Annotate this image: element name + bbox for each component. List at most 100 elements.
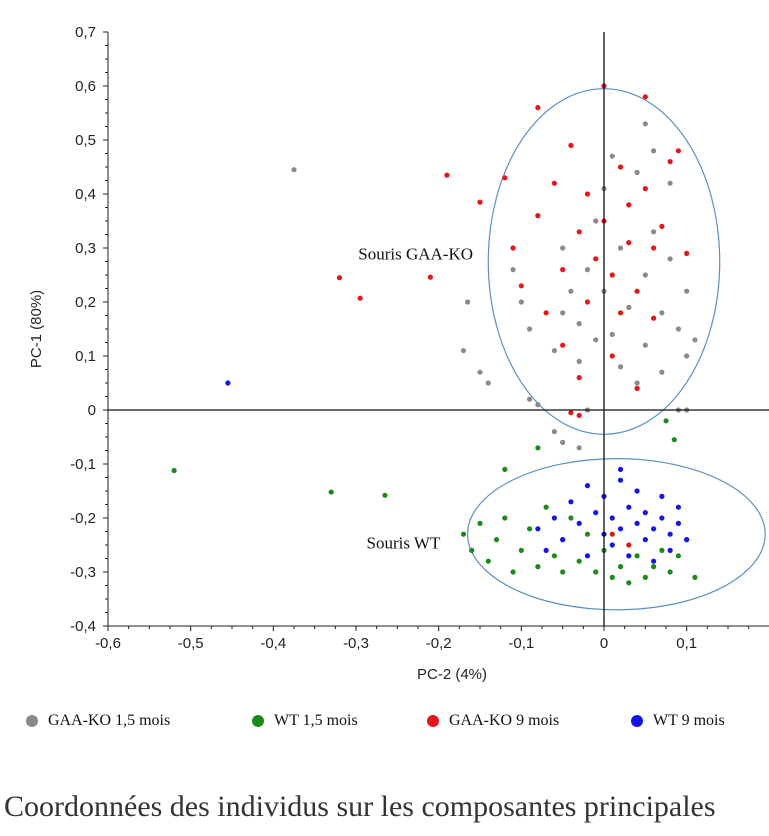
- data-point: [684, 288, 690, 294]
- y-tick-label: 0: [88, 402, 96, 419]
- data-point: [568, 515, 574, 521]
- data-point: [634, 380, 640, 386]
- data-point: [518, 299, 524, 305]
- data-point: [593, 509, 599, 516]
- data-point: [527, 326, 533, 332]
- data-point: [675, 504, 682, 510]
- data-point: [684, 537, 690, 543]
- data-point: [584, 531, 591, 537]
- data-point: [659, 493, 665, 499]
- tick-labels: 0,70,60,50,40,30,20,10-0,1-0,2-0,3-0,4-0…: [70, 24, 750, 652]
- x-tick-label: -0,4: [260, 635, 286, 652]
- data-point: [634, 520, 640, 527]
- x-tick-label: -0,1: [508, 635, 534, 652]
- data-point: [634, 553, 640, 559]
- data-point: [527, 526, 533, 532]
- data-point: [626, 304, 632, 310]
- data-point: [634, 385, 640, 391]
- data-point: [659, 223, 665, 229]
- data-point: [502, 466, 508, 472]
- data-point: [584, 191, 591, 197]
- legend-marker-icon: [26, 715, 38, 727]
- data-point: [551, 515, 558, 521]
- x-axis-title: PC-2 (4%): [417, 666, 487, 683]
- data-point: [225, 380, 231, 386]
- data-point: [357, 295, 363, 301]
- data-point: [667, 547, 673, 554]
- data-point: [626, 240, 632, 246]
- legend-label: WT 9 mois: [653, 712, 725, 729]
- data-point: [667, 180, 673, 186]
- y-tick-label: 0,4: [75, 186, 96, 203]
- data-point: [659, 310, 665, 316]
- data-point: [576, 375, 582, 381]
- y-tick-label: -0,1: [70, 456, 96, 473]
- legend-item-gaa-ko-1-5: GAA-KO 1,5 mois: [26, 712, 170, 730]
- data-point: [560, 310, 566, 316]
- scatter-plot: 0,70,60,50,40,30,20,10-0,1-0,2-0,3-0,4-0…: [28, 24, 769, 683]
- data-point: [576, 445, 582, 451]
- data-point: [485, 380, 491, 386]
- x-tick-label: 0: [600, 635, 608, 652]
- data-point: [675, 553, 682, 559]
- y-tick-label: 0,7: [75, 24, 96, 41]
- data-point: [560, 537, 566, 543]
- data-point: [535, 213, 541, 219]
- data-point: [469, 547, 475, 554]
- data-point: [568, 288, 574, 294]
- data-point: [692, 574, 698, 581]
- data-point: [336, 275, 343, 281]
- data-point: [609, 542, 615, 548]
- data-point: [543, 310, 549, 316]
- annotations: Souris GAA-KO Souris WT: [358, 244, 473, 552]
- cluster-ellipse-1: [467, 458, 766, 611]
- data-point: [460, 531, 467, 537]
- data-point: [568, 499, 574, 505]
- data-point: [576, 412, 582, 418]
- data-point: [535, 445, 541, 451]
- data-point: [576, 321, 582, 327]
- data-point: [543, 547, 549, 554]
- data-point: [568, 142, 574, 148]
- data-point: [659, 547, 665, 554]
- annotation-label-1: Souris WT: [367, 533, 441, 552]
- legend-label: GAA-KO 1,5 mois: [48, 712, 171, 729]
- data-point: [584, 267, 591, 273]
- data-point: [642, 94, 648, 100]
- data-point: [626, 580, 632, 586]
- data-point: [535, 526, 541, 532]
- data-point: [675, 326, 682, 332]
- data-point: [535, 402, 541, 408]
- data-point: [382, 492, 388, 498]
- data-point: [651, 229, 657, 235]
- x-tick-label: 0,1: [676, 635, 697, 652]
- data-point: [502, 175, 508, 181]
- data-point: [477, 199, 483, 205]
- data-point: [634, 288, 640, 294]
- y-tick-label: -0,3: [70, 564, 96, 581]
- data-point: [510, 569, 516, 575]
- data-point: [626, 202, 632, 208]
- data-point: [626, 542, 632, 548]
- data-point: [663, 418, 669, 424]
- data-point: [684, 250, 690, 256]
- data-point: [675, 148, 682, 154]
- data-point: [584, 483, 591, 489]
- data-point: [642, 121, 648, 127]
- data-point: [485, 558, 491, 564]
- data-point: [634, 169, 640, 175]
- data-point: [502, 515, 508, 521]
- data-point: [465, 299, 471, 305]
- legend-marker-icon: [252, 715, 264, 727]
- data-point: [171, 467, 177, 474]
- cluster-ellipses: [467, 88, 766, 611]
- data-point: [576, 520, 582, 527]
- data-point: [692, 337, 698, 343]
- data-point: [584, 553, 591, 559]
- data-point: [568, 410, 574, 416]
- data-point: [651, 245, 657, 251]
- data-point: [617, 477, 624, 483]
- data-point: [551, 180, 558, 186]
- legend-label: WT 1,5 mois: [274, 712, 358, 729]
- data-point: [617, 164, 624, 170]
